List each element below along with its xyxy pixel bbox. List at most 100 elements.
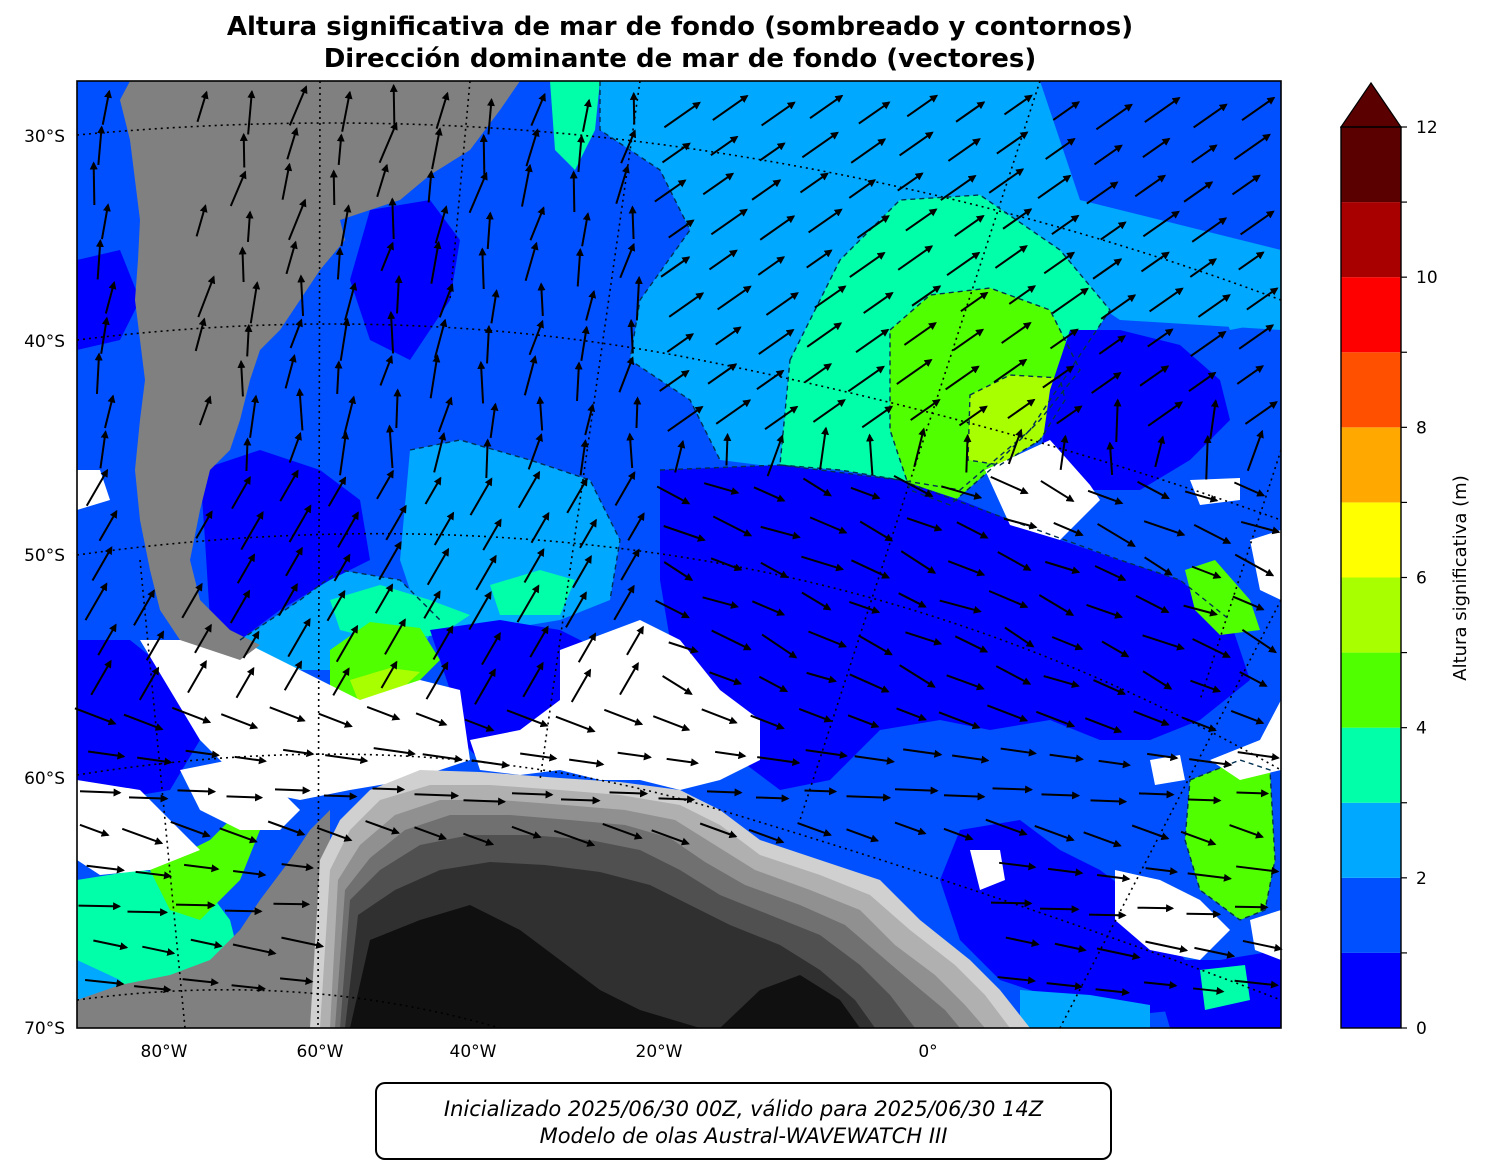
swell-vector-arrow: [1138, 790, 1175, 799]
swell-vector-arrow: [1147, 752, 1179, 762]
swell-vector-arrow: [663, 525, 706, 542]
swell-vector-arrow: [666, 757, 699, 767]
swell-vector-arrow: [365, 820, 400, 835]
swell-vector-arrow: [1052, 101, 1081, 121]
swell-vector-arrow: [1246, 429, 1264, 472]
region-ross-2-3m: [1020, 990, 1150, 1028]
swell-vector-arrow: [712, 95, 749, 121]
swell-vector-arrow: [1188, 371, 1217, 392]
swell-vector-arrow: [715, 399, 752, 425]
swell-vector-arrow: [760, 561, 789, 579]
swell-vector-arrow: [128, 794, 169, 803]
swell-vector-arrow: [668, 641, 699, 654]
swell-vector-arrow: [898, 592, 927, 608]
swell-vector-arrow: [565, 591, 587, 628]
mask-pacific: [77, 780, 200, 875]
swell-vector-arrow: [899, 664, 936, 688]
swell-vector-arrow: [905, 208, 938, 232]
swell-vector-arrow: [414, 791, 460, 800]
region-east-4-5m: [1185, 560, 1260, 635]
swell-vector-arrow: [615, 164, 630, 204]
swell-vector-arrow: [235, 666, 255, 699]
swell-vector-arrow: [438, 283, 454, 318]
swell-vector-arrow: [323, 792, 358, 801]
swell-vector-arrow: [1097, 523, 1136, 547]
swell-vector-arrow: [1189, 258, 1218, 278]
swell-vector-arrow: [234, 755, 267, 765]
swell-vector-arrow: [1191, 565, 1222, 579]
swell-vector-arrow: [1053, 522, 1084, 537]
swell-vector-arrow: [900, 550, 937, 574]
swell-vector-arrow: [281, 162, 293, 200]
swell-vector-arrow: [279, 469, 299, 502]
swell-vector-arrow: [896, 359, 933, 385]
swell-vector-arrow: [893, 475, 934, 497]
swell-vector-arrow: [1003, 517, 1038, 530]
swell-vector-arrow: [997, 976, 1036, 985]
swell-vector-arrow: [1189, 758, 1233, 768]
swell-vector-arrow: [337, 511, 359, 548]
swell-vector-arrow: [858, 634, 893, 656]
swell-vector-arrow: [993, 358, 1028, 384]
swell-vector-arrow: [620, 548, 640, 581]
swell-vector-arrow: [1234, 903, 1269, 912]
swell-vector-arrow: [194, 317, 207, 352]
swell-vector-arrow: [570, 668, 592, 703]
swell-vector-arrow: [710, 557, 743, 572]
swell-vector-arrow: [1051, 636, 1084, 651]
swell-vector-arrow: [849, 252, 886, 278]
swell-vector-arrow: [1093, 144, 1123, 166]
swell-vector-arrow: [489, 402, 499, 438]
swell-vector-arrow: [1183, 181, 1214, 203]
swell-vector-arrow: [506, 709, 549, 728]
swell-vector-arrow: [249, 281, 261, 324]
swell-vector-arrow: [766, 434, 784, 477]
swell-vector-arrow: [941, 485, 983, 500]
swell-vector-arrow: [1193, 103, 1228, 129]
swell-vector-arrow: [1106, 441, 1115, 476]
swell-vector-arrow: [523, 355, 538, 396]
swell-vector-arrow: [579, 439, 589, 476]
lon-label-80w: 80°W: [141, 1042, 188, 1062]
lon-label-60w: 60°W: [297, 1042, 344, 1062]
swell-vector-arrow: [651, 829, 690, 846]
colorbar-segment: [1341, 202, 1401, 278]
swell-vector-arrow: [485, 211, 494, 250]
swell-vector-arrow: [804, 363, 833, 383]
swell-vector-arrow: [195, 510, 213, 539]
swell-vector-arrow: [288, 504, 312, 543]
colorbar-segment: [1341, 127, 1401, 203]
swell-vector-arrow: [1147, 401, 1184, 427]
swell-vector-arrow: [1049, 753, 1084, 763]
swell-vector-arrow: [1092, 258, 1123, 280]
swell-vector-arrow: [801, 131, 839, 159]
swell-vector-arrow: [341, 90, 353, 132]
swell-vector-arrow: [385, 424, 394, 469]
swell-vector-arrow: [100, 316, 110, 354]
swell-vector-arrow: [764, 405, 799, 431]
swell-vector-arrow: [760, 525, 801, 540]
swell-vector-arrow: [468, 590, 492, 631]
region-pacific-south-4-5m: [150, 800, 260, 920]
swell-vector-arrow: [761, 633, 798, 659]
mask-far-east: [1210, 700, 1281, 780]
swell-vector-arrow: [220, 713, 259, 730]
swell-vector-arrow: [133, 985, 172, 994]
swell-vector-arrow: [194, 623, 212, 654]
swell-vector-arrow: [1086, 181, 1119, 205]
swell-vector-arrow: [142, 945, 176, 956]
swell-vector-arrow: [1187, 796, 1222, 805]
swell-vector-arrow: [231, 984, 267, 993]
swell-vector-arrow: [325, 754, 369, 764]
swell-vector-arrow: [288, 198, 307, 241]
colorbar: 0 2 4 6 8 10 12 Altura significativa (m): [1339, 81, 1471, 1039]
swell-vector-arrow: [620, 129, 637, 164]
lat-label-40s: 40°S: [24, 332, 65, 352]
swell-vector-arrow: [619, 242, 636, 279]
swell-vector-arrow: [1051, 214, 1080, 235]
swell-vector-arrow: [849, 673, 890, 693]
swell-vector-arrow: [1145, 867, 1178, 876]
swell-vector-arrow: [995, 665, 1032, 685]
swell-vector-arrow: [281, 863, 314, 872]
south-america-land: [120, 81, 520, 660]
